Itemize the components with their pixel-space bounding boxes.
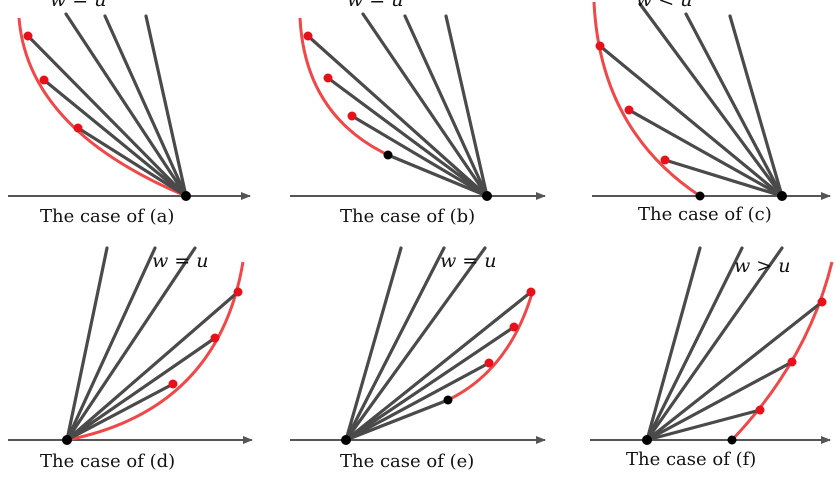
panel-caption: The case of (f) <box>626 449 756 470</box>
condition-label: w = u <box>347 0 404 11</box>
panel-b: w = u The case of (b) <box>290 0 546 227</box>
panel-caption: The case of (d) <box>40 451 175 472</box>
origin-point <box>341 435 351 445</box>
condition-label: w = u <box>152 250 209 272</box>
ray-fan <box>598 2 784 198</box>
condition-label: w > u <box>734 255 791 277</box>
panel-caption: The case of (b) <box>340 206 475 227</box>
red-curve <box>730 261 834 442</box>
curve-end-point <box>727 435 737 445</box>
red-curve <box>592 1 701 198</box>
ray-fan <box>26 12 188 198</box>
ray-fan <box>65 246 240 442</box>
curve-end-point <box>695 191 705 201</box>
origin-point <box>62 435 72 445</box>
ray-fan <box>645 246 824 442</box>
red-curve <box>66 261 245 442</box>
red-curve <box>298 17 389 157</box>
condition-label: w = u <box>440 250 497 272</box>
red-points <box>755 297 827 415</box>
origin-point <box>482 191 492 201</box>
panel-e: w = u The case of (e) <box>290 246 546 472</box>
panel-f: w > u The case of (f) <box>590 246 834 470</box>
red-curve <box>17 17 187 198</box>
condition-label: w = u <box>50 0 107 11</box>
red-points <box>595 41 670 165</box>
panel-caption: The case of (a) <box>40 206 174 227</box>
red-curve <box>447 289 535 402</box>
red-points <box>303 31 357 121</box>
red-points <box>484 287 536 368</box>
panel-a: w = u The case of (a) <box>8 0 251 227</box>
origin-point <box>642 435 652 445</box>
panel-caption: The case of (c) <box>638 204 772 225</box>
panel-d: w = u The case of (d) <box>8 246 253 472</box>
origin-point <box>777 191 787 201</box>
origin-point <box>181 191 191 201</box>
curve-end-point <box>383 150 393 160</box>
ray-fan <box>306 12 489 198</box>
panel-c: w < u The case of (c) <box>592 0 831 225</box>
panel-caption: The case of (e) <box>340 451 474 472</box>
red-points <box>23 31 83 133</box>
condition-label: w < u <box>636 0 693 11</box>
ray-fan <box>344 246 533 442</box>
curve-end-point <box>443 395 453 405</box>
red-points <box>168 287 243 389</box>
